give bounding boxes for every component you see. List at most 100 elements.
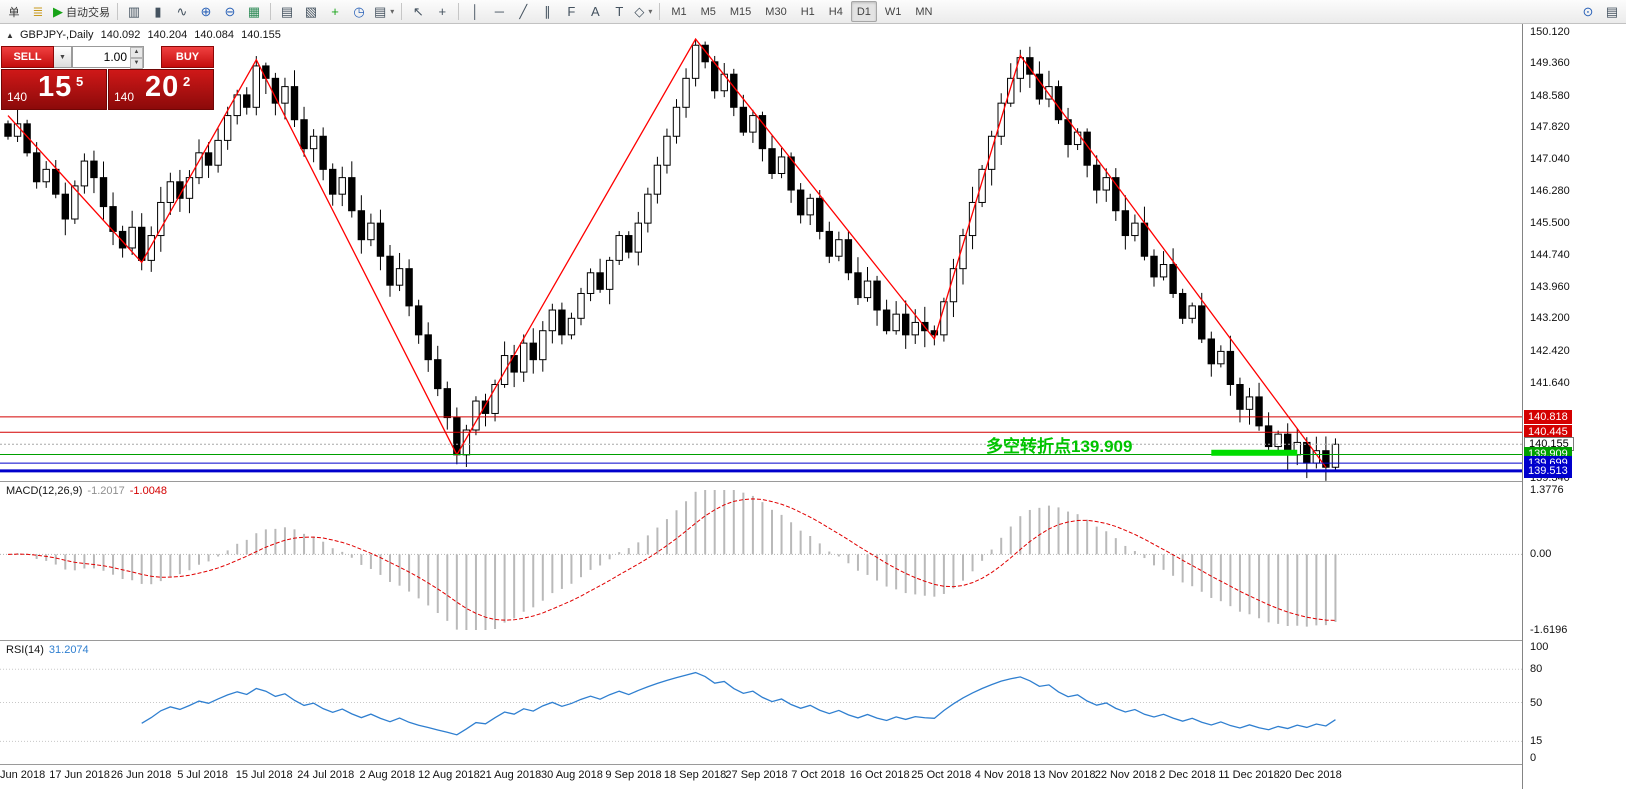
timeframe-w1[interactable]: W1: [884, 5, 902, 18]
candle-body: [796, 189, 805, 216]
templates-icon-dropdown[interactable]: ▾: [390, 7, 395, 16]
candle-body: [749, 115, 757, 133]
candle-body: [338, 177, 346, 195]
search-icon[interactable]: ⊙: [1576, 2, 1600, 22]
trendline-icon[interactable]: ╱: [511, 2, 535, 22]
cursor-glyph: ↖: [412, 4, 424, 19]
date-label: 24 Jul 2018: [297, 769, 355, 781]
toolbar-separator: [270, 3, 271, 20]
candle-body: [577, 292, 585, 319]
templates-icon[interactable]: ▤ ▾: [371, 2, 397, 22]
candle-body: [376, 222, 385, 257]
arrows-shapes-icon[interactable]: ◇ ▾: [631, 2, 655, 22]
volume-dropdown[interactable]: ▼: [54, 46, 72, 68]
candle-body: [386, 255, 394, 286]
candle-body: [271, 77, 280, 104]
timeframe-h1[interactable]: H1: [800, 5, 815, 18]
timeframe-m1[interactable]: M1: [671, 5, 687, 18]
date-label: 26 Jun 2018: [110, 769, 172, 781]
candle-body: [1083, 131, 1091, 166]
buy-button[interactable]: BUY: [161, 46, 214, 68]
fibonacci-icon[interactable]: F: [559, 2, 583, 22]
candle-body: [166, 181, 175, 203]
candle-body: [128, 226, 136, 249]
candle-body: [567, 317, 576, 336]
candle-body: [1007, 77, 1015, 104]
volume-down-icon[interactable]: ▼: [130, 58, 143, 69]
vertical-line-icon[interactable]: │: [463, 2, 487, 22]
date-label: 7 Oct 2018: [791, 769, 846, 781]
date-label: 30 Aug 2018: [541, 769, 603, 781]
axis-price-label: 143.960: [1530, 280, 1570, 293]
candle-body: [204, 152, 213, 166]
market-history-glyph: ≣: [32, 4, 44, 19]
zoom-in-icon[interactable]: ⊕: [194, 2, 218, 22]
pane-separator[interactable]: [0, 640, 1626, 641]
autotrading-button[interactable]: ▶ 自动交易: [50, 2, 113, 22]
buy-price-point: 2: [183, 74, 191, 89]
volume-input[interactable]: [72, 46, 144, 68]
rsi-value: 31.2074: [48, 644, 89, 656]
candle-body: [1198, 305, 1206, 340]
text-label-icon[interactable]: T: [607, 2, 631, 22]
sell-price-button[interactable]: 140 15 5: [1, 69, 107, 110]
candle-body: [1150, 255, 1158, 278]
candle-body: [1093, 164, 1101, 191]
cursor-icon[interactable]: ↖: [406, 2, 430, 22]
axis-price-label: 50: [1530, 696, 1543, 709]
tile-windows-icon[interactable]: ▦: [242, 2, 266, 22]
macd-pane: MACD(12,26,9) -1.2017 -1.0048: [0, 482, 1522, 640]
zoom-out-icon[interactable]: ⊖: [218, 2, 242, 22]
volume-up-icon[interactable]: ▲: [130, 47, 143, 58]
more-tools-icon[interactable]: ▤: [1600, 2, 1624, 22]
indicator-window-glyph: ▤: [280, 4, 294, 19]
candle-body: [1245, 396, 1254, 410]
line-chart-icon[interactable]: ∿: [170, 2, 194, 22]
candle-body: [1121, 210, 1130, 237]
pane-separator[interactable]: [0, 481, 1626, 482]
buy-price-button[interactable]: 140 20 2: [108, 69, 214, 110]
new-order-button[interactable]: 单: [2, 2, 26, 22]
symbol-period-label: GBPJPY-,Daily: [19, 29, 94, 41]
date-label: 4 Nov 2018: [974, 769, 1031, 781]
equidistant-channel-icon[interactable]: ∥: [535, 2, 559, 22]
candlestick-chart-icon[interactable]: ▮: [146, 2, 170, 22]
candle-body: [1217, 350, 1225, 365]
candle-body: [138, 226, 146, 261]
add-indicator-icon[interactable]: +: [323, 2, 347, 22]
market-history-icon[interactable]: ≣: [26, 2, 50, 22]
candlestick-chart-glyph: ▮: [154, 4, 162, 19]
horizontal-line-icon[interactable]: ─: [487, 2, 511, 22]
rsi-label: RSI(14) 31.2074: [6, 644, 89, 656]
candle-body: [157, 201, 165, 237]
candle-body: [1226, 350, 1235, 385]
zigzag-line[interactable]: [7, 37, 1327, 468]
arrows-shapes-icon-dropdown[interactable]: ▾: [648, 7, 653, 16]
timeframe-h4[interactable]: H4: [828, 5, 843, 18]
candle-body: [930, 330, 939, 336]
volume-spinner[interactable]: ▲ ▼: [130, 47, 143, 69]
candle-body: [1331, 443, 1340, 468]
date-label: 25 Oct 2018: [911, 769, 972, 781]
indicator-window-icon[interactable]: ▤: [275, 2, 299, 22]
objects-window-icon[interactable]: ▧: [299, 2, 323, 22]
highlight-segment[interactable]: [1211, 449, 1298, 456]
candle-body: [739, 106, 748, 133]
rsi-canvas: [0, 668, 1522, 742]
collapse-icon[interactable]: ▲: [6, 31, 14, 40]
bar-chart-icon[interactable]: ▥: [122, 2, 146, 22]
ohlc-high: 140.204: [147, 29, 188, 41]
macd-signal-line: [7, 498, 1336, 621]
timeframe-m30[interactable]: M30: [765, 5, 787, 18]
date-label: 11 Dec 2018: [1218, 769, 1280, 781]
timeframe-m5[interactable]: M5: [700, 5, 716, 18]
timeframe-mn[interactable]: MN: [915, 5, 933, 18]
rsi-name: RSI(14): [6, 644, 44, 656]
candle-body: [1102, 177, 1110, 191]
crosshair-icon[interactable]: +: [430, 2, 454, 22]
period-clock-icon[interactable]: ◷: [347, 2, 371, 22]
text-icon[interactable]: A: [583, 2, 607, 22]
timeframe-m15[interactable]: M15: [729, 5, 752, 18]
sell-button[interactable]: SELL: [1, 46, 54, 68]
timeframe-d1[interactable]: D1: [850, 1, 877, 22]
